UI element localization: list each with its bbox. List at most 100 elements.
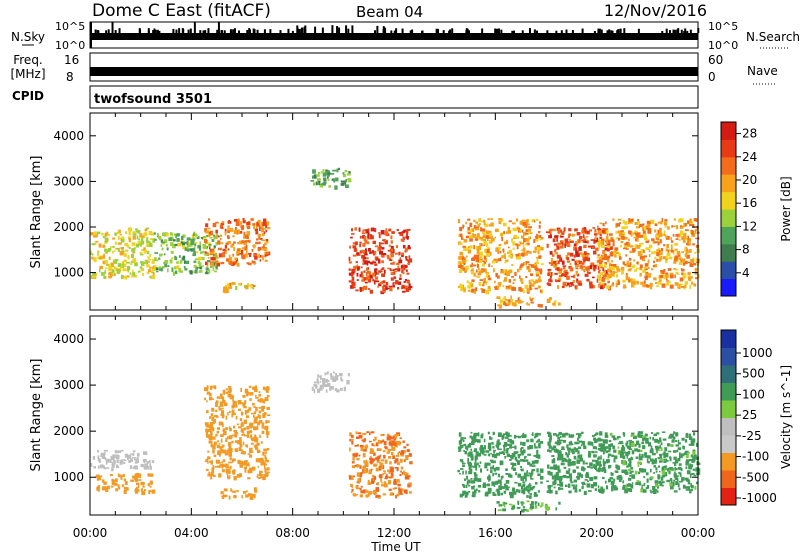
data-cell bbox=[519, 459, 524, 462]
data-cell bbox=[102, 235, 106, 239]
data-cell bbox=[524, 456, 526, 459]
data-cell bbox=[687, 486, 691, 490]
data-cell bbox=[522, 249, 525, 252]
data-cell bbox=[562, 281, 567, 286]
freq-label-line2: [MHz] bbox=[10, 67, 45, 81]
data-cell bbox=[97, 450, 100, 453]
data-cell bbox=[466, 231, 470, 233]
data-cell bbox=[601, 467, 604, 472]
data-cell bbox=[349, 438, 352, 442]
data-cell bbox=[503, 231, 505, 235]
data-cell bbox=[582, 483, 586, 485]
data-cell bbox=[588, 490, 592, 492]
data-cell bbox=[95, 474, 100, 478]
data-cell bbox=[127, 275, 130, 278]
data-cell bbox=[209, 416, 212, 419]
data-cell bbox=[241, 254, 246, 259]
data-cell bbox=[517, 500, 520, 505]
x-tick-label: 04:00 bbox=[174, 526, 209, 540]
noise-spike bbox=[610, 30, 613, 33]
data-cell bbox=[597, 260, 602, 262]
data-cell bbox=[574, 285, 577, 288]
data-cell bbox=[516, 226, 519, 229]
data-cell bbox=[523, 481, 525, 484]
data-cell bbox=[253, 426, 257, 431]
data-cell bbox=[240, 411, 244, 416]
data-cell bbox=[503, 502, 508, 505]
data-cell bbox=[690, 439, 694, 444]
data-cell bbox=[367, 270, 370, 274]
data-cell bbox=[678, 471, 681, 475]
data-cell bbox=[562, 242, 564, 246]
data-cell bbox=[557, 242, 561, 245]
data-cell bbox=[687, 220, 690, 225]
data-cell bbox=[205, 468, 209, 471]
data-cell bbox=[644, 267, 648, 271]
data-cell bbox=[242, 431, 245, 434]
data-cell bbox=[393, 270, 397, 273]
data-cell bbox=[220, 396, 225, 400]
data-cell bbox=[687, 276, 691, 281]
data-cell bbox=[472, 491, 475, 495]
data-cell bbox=[611, 487, 614, 492]
data-cell bbox=[492, 491, 495, 496]
data-cell bbox=[219, 393, 223, 397]
noise-panel: N.Sky 10^5 10^0 10^5 10^0 N.Search bbox=[11, 20, 800, 52]
data-cell bbox=[620, 442, 624, 445]
data-cell bbox=[674, 477, 678, 479]
data-cell bbox=[661, 217, 664, 222]
data-cell bbox=[206, 391, 210, 395]
data-cell bbox=[229, 387, 232, 392]
noise-spike bbox=[686, 30, 689, 33]
data-cell bbox=[611, 260, 613, 263]
data-cell bbox=[114, 450, 118, 454]
data-cell bbox=[120, 449, 124, 452]
data-cell bbox=[629, 262, 632, 266]
data-cell bbox=[500, 492, 503, 496]
data-cell bbox=[495, 285, 500, 290]
data-cell bbox=[248, 252, 252, 255]
data-cell bbox=[501, 451, 505, 454]
data-cell bbox=[673, 479, 676, 482]
data-cell bbox=[390, 250, 392, 254]
data-cell bbox=[492, 431, 495, 436]
data-cell bbox=[225, 468, 228, 473]
data-cell bbox=[182, 245, 186, 250]
data-cell bbox=[595, 451, 598, 453]
data-cell bbox=[505, 488, 510, 491]
data-cell bbox=[495, 258, 498, 264]
data-cell bbox=[401, 264, 406, 269]
data-cell bbox=[669, 482, 673, 487]
data-cell bbox=[639, 234, 644, 238]
data-cell bbox=[218, 443, 221, 445]
data-cell bbox=[635, 456, 639, 459]
data-cell bbox=[588, 453, 591, 458]
data-cell bbox=[487, 218, 490, 220]
data-cell bbox=[368, 490, 372, 495]
data-cell bbox=[671, 225, 673, 228]
data-cell bbox=[146, 261, 150, 263]
data-cell bbox=[520, 447, 523, 453]
data-cell bbox=[386, 433, 390, 438]
data-cell bbox=[668, 469, 673, 471]
data-cell bbox=[630, 434, 635, 437]
data-cell bbox=[397, 434, 399, 437]
data-cell bbox=[264, 254, 269, 257]
data-cell bbox=[252, 287, 255, 290]
data-cell bbox=[385, 228, 388, 232]
data-cell bbox=[604, 434, 609, 438]
data-cell bbox=[530, 273, 534, 276]
data-cell bbox=[389, 461, 392, 465]
data-cell bbox=[369, 432, 371, 436]
data-cell bbox=[215, 400, 219, 404]
data-cell bbox=[612, 485, 615, 489]
data-cell bbox=[362, 235, 365, 239]
data-cell bbox=[348, 280, 352, 283]
data-cell bbox=[534, 482, 538, 485]
data-cell bbox=[624, 489, 628, 494]
data-cell bbox=[227, 230, 230, 233]
noise-spike bbox=[172, 28, 175, 33]
data-cell bbox=[217, 465, 221, 468]
data-cell bbox=[467, 479, 471, 484]
data-cell bbox=[520, 263, 525, 267]
